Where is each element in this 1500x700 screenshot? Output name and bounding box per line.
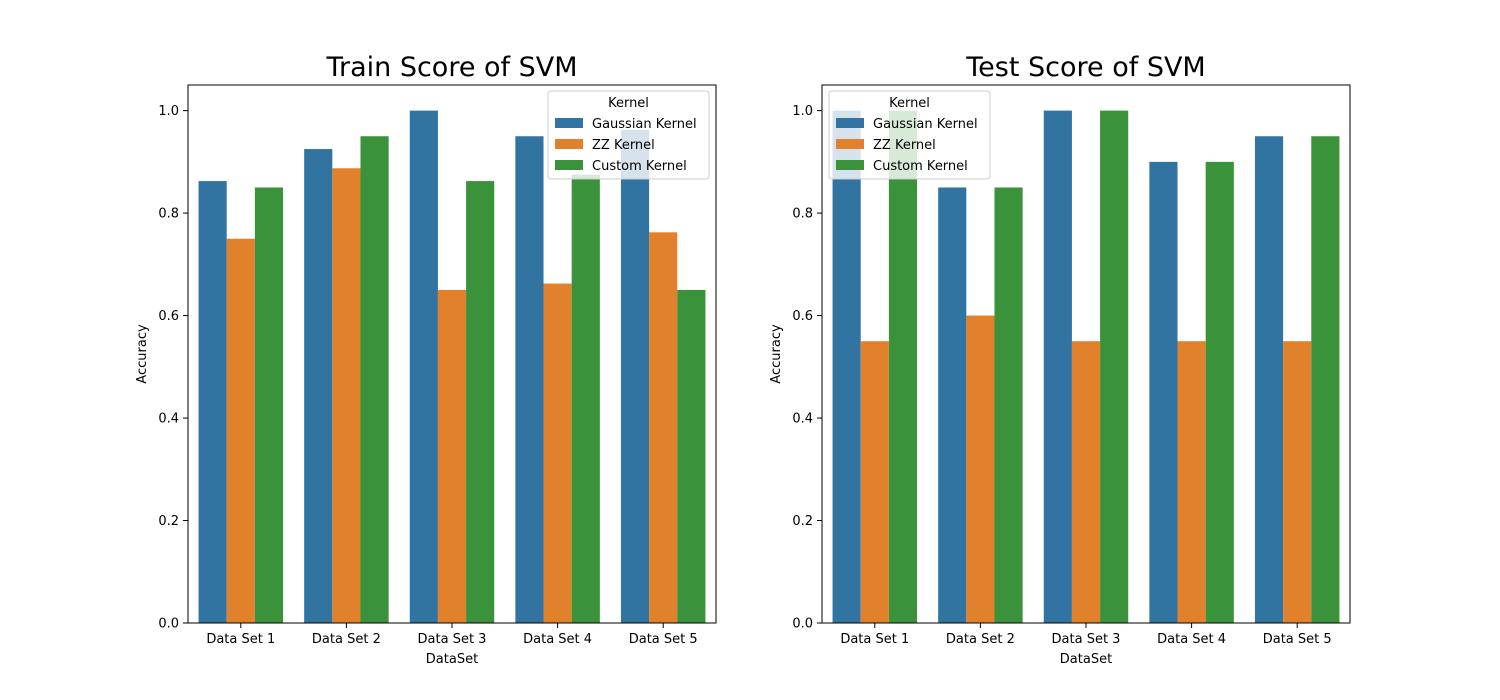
bar-gaussian-kernel-5 xyxy=(1254,136,1284,624)
bar-zz-kernel-5 xyxy=(649,232,678,623)
y-tick-label: 0.2 xyxy=(792,514,813,529)
bar-gaussian-kernel-4 xyxy=(515,136,544,624)
bar-zz-kernel-2 xyxy=(966,315,995,623)
bar-zz-kernel-1 xyxy=(226,238,255,623)
bar-custom-kernel-2 xyxy=(994,187,1023,624)
bar-custom-kernel-1 xyxy=(888,110,918,624)
bar-zz-kernel-1 xyxy=(860,341,889,623)
legend: Kernel Gaussian Kernel ZZ Kernel Custom Ker… xyxy=(828,90,991,180)
y-tick-label: 0.4 xyxy=(158,412,179,427)
y-tick-label: 0.4 xyxy=(792,412,813,427)
legend-swatch xyxy=(836,160,864,170)
bar-zz-kernel-5 xyxy=(1283,341,1312,623)
bar-custom-kernel-3 xyxy=(1100,110,1129,624)
chart-title: Test Score of SVM xyxy=(965,52,1205,83)
bar-gaussian-kernel-5 xyxy=(620,129,650,623)
bar-zz-kernel-4 xyxy=(543,283,572,623)
x-tick-label: Data Set 1 xyxy=(840,632,909,647)
bar-zz-kernel-3 xyxy=(437,289,467,623)
legend-box xyxy=(547,90,710,180)
legend-swatch xyxy=(836,139,864,149)
y-tick-label: 1.0 xyxy=(158,104,179,119)
chart-title: Train Score of SVM xyxy=(325,52,577,83)
y-tick-label: 0.2 xyxy=(158,514,179,529)
x-tick-label: Data Set 5 xyxy=(629,632,698,647)
bar-custom-kernel-3 xyxy=(466,181,495,623)
y-tick-label: 0.8 xyxy=(158,207,179,222)
x-tick-label: Data Set 3 xyxy=(418,632,487,647)
legend-title: Kernel xyxy=(608,96,649,111)
bar-custom-kernel-5 xyxy=(1311,136,1340,624)
y-axis-label: Accuracy xyxy=(135,324,150,384)
x-tick-label: Data Set 1 xyxy=(206,632,275,647)
legend-entry-label: ZZ Kernel xyxy=(592,138,655,153)
bar-gaussian-kernel-1 xyxy=(832,110,861,624)
x-axis-label: DataSet xyxy=(426,652,478,667)
legend-swatch xyxy=(836,118,864,128)
bar-gaussian-kernel-2 xyxy=(304,149,333,624)
legend: Kernel Gaussian Kernel ZZ Kernel Custom Ker… xyxy=(547,90,710,180)
y-tick-label: 0.8 xyxy=(792,207,813,222)
bar-zz-kernel-4 xyxy=(1177,341,1206,623)
bar-gaussian-kernel-3 xyxy=(409,110,438,624)
y-tick-label: 1.0 xyxy=(792,104,813,119)
bar-gaussian-kernel-2 xyxy=(938,187,967,624)
legend-box xyxy=(828,90,991,180)
bar-custom-kernel-1 xyxy=(254,187,284,624)
bar-gaussian-kernel-1 xyxy=(198,181,227,623)
bar-zz-kernel-3 xyxy=(1071,341,1101,623)
y-axis-label: Accuracy xyxy=(769,324,784,384)
legend-entry-label: Custom Kernel xyxy=(592,159,687,174)
x-tick-label: Data Set 4 xyxy=(1157,632,1226,647)
x-tick-label: Data Set 5 xyxy=(1263,632,1332,647)
legend-title: Kernel xyxy=(889,96,930,111)
y-tick-label: 0.6 xyxy=(792,309,813,324)
y-tick-label: 0.0 xyxy=(792,617,813,632)
bar-gaussian-kernel-4 xyxy=(1149,161,1178,624)
train-score-panel: 0.0 0.2 0.4 0.6 0.8 1.0 Data Set 1 Data Set 2 Da… xyxy=(135,52,717,667)
x-axis-label: DataSet xyxy=(1060,652,1112,667)
legend-swatch xyxy=(555,160,583,170)
legend-entry-label: Gaussian Kernel xyxy=(592,117,697,132)
bar-custom-kernel-5 xyxy=(677,289,706,623)
legend-entry-label: ZZ Kernel xyxy=(873,138,936,153)
test-score-panel: 0.0 0.2 0.4 0.6 0.8 1.0 Data Set 1 Data Set 2 Da… xyxy=(769,52,1351,667)
bar-gaussian-kernel-3 xyxy=(1043,110,1072,624)
y-tick-label: 0.6 xyxy=(158,309,179,324)
x-tick-label: Data Set 4 xyxy=(523,632,592,647)
y-tick-label: 0.0 xyxy=(158,617,179,632)
x-tick-label: Data Set 3 xyxy=(1052,632,1121,647)
legend-entry-label: Gaussian Kernel xyxy=(873,117,978,132)
bar-custom-kernel-2 xyxy=(360,136,389,624)
bar-custom-kernel-4 xyxy=(1205,161,1234,624)
bar-custom-kernel-4 xyxy=(571,174,600,624)
x-tick-label: Data Set 2 xyxy=(946,632,1015,647)
legend-entry-label: Custom Kernel xyxy=(873,159,968,174)
x-tick-label: Data Set 2 xyxy=(312,632,381,647)
legend-swatch xyxy=(555,118,583,128)
bar-zz-kernel-2 xyxy=(332,168,361,623)
legend-swatch xyxy=(555,139,583,149)
